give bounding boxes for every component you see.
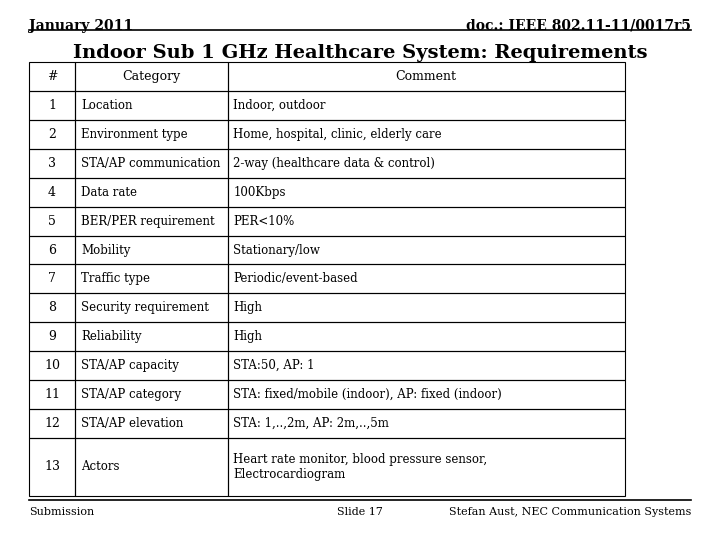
Bar <box>75 293 228 322</box>
Text: Traffic type: Traffic type <box>81 272 150 286</box>
Text: 13: 13 <box>44 460 60 474</box>
Text: January 2011: January 2011 <box>29 19 133 33</box>
Text: 1: 1 <box>48 99 56 112</box>
Text: 12: 12 <box>44 417 60 430</box>
Bar <box>29 438 75 496</box>
Bar <box>29 351 75 380</box>
Text: STA: fixed/mobile (indoor), AP: fixed (indoor): STA: fixed/mobile (indoor), AP: fixed (i… <box>233 388 502 401</box>
Bar <box>75 265 228 293</box>
Bar <box>75 438 228 496</box>
Bar <box>228 207 625 235</box>
Bar <box>228 293 625 322</box>
Text: BER/PER requirement: BER/PER requirement <box>81 214 215 227</box>
Text: 9: 9 <box>48 330 56 343</box>
Text: 10: 10 <box>44 359 60 372</box>
Text: STA/AP capacity: STA/AP capacity <box>81 359 179 372</box>
Text: Stefan Aust, NEC Communication Systems: Stefan Aust, NEC Communication Systems <box>449 507 691 517</box>
Bar <box>75 120 228 149</box>
Bar <box>29 293 75 322</box>
Text: 11: 11 <box>44 388 60 401</box>
Bar <box>29 91 75 120</box>
Text: Stationary/low: Stationary/low <box>233 244 320 256</box>
Text: Security requirement: Security requirement <box>81 301 209 314</box>
Text: Slide 17: Slide 17 <box>337 507 383 517</box>
Text: STA:50, AP: 1: STA:50, AP: 1 <box>233 359 315 372</box>
Text: Home, hospital, clinic, elderly care: Home, hospital, clinic, elderly care <box>233 128 442 141</box>
Text: STA/AP category: STA/AP category <box>81 388 181 401</box>
Bar <box>75 91 228 120</box>
Bar <box>228 322 625 351</box>
Text: Comment: Comment <box>396 70 456 83</box>
Text: 2: 2 <box>48 128 56 141</box>
Bar <box>228 235 625 265</box>
Bar <box>228 178 625 207</box>
Bar <box>228 351 625 380</box>
Bar <box>75 207 228 235</box>
Text: Heart rate monitor, blood pressure sensor,
Electrocardiogram: Heart rate monitor, blood pressure senso… <box>233 453 487 481</box>
Bar <box>75 351 228 380</box>
Text: Submission: Submission <box>29 507 94 517</box>
Text: Reliability: Reliability <box>81 330 141 343</box>
Bar <box>75 178 228 207</box>
Text: 100Kbps: 100Kbps <box>233 186 286 199</box>
Text: 4: 4 <box>48 186 56 199</box>
Bar <box>228 380 625 409</box>
Bar <box>228 438 625 496</box>
Bar <box>75 380 228 409</box>
Text: High: High <box>233 330 262 343</box>
Bar <box>29 322 75 351</box>
Bar <box>75 62 228 91</box>
Text: 2-way (healthcare data & control): 2-way (healthcare data & control) <box>233 157 435 170</box>
Bar <box>228 265 625 293</box>
Text: Periodic/event-based: Periodic/event-based <box>233 272 358 286</box>
Text: Indoor Sub 1 GHz Healthcare System: Requirements: Indoor Sub 1 GHz Healthcare System: Requ… <box>73 44 647 62</box>
Text: Data rate: Data rate <box>81 186 137 199</box>
Bar <box>75 409 228 438</box>
Text: 6: 6 <box>48 244 56 256</box>
Bar <box>29 265 75 293</box>
Text: STA: 1,..,2m, AP: 2m,..,5m: STA: 1,..,2m, AP: 2m,..,5m <box>233 417 389 430</box>
Text: 3: 3 <box>48 157 56 170</box>
Text: Mobility: Mobility <box>81 244 130 256</box>
Bar <box>29 178 75 207</box>
Bar <box>29 409 75 438</box>
Text: High: High <box>233 301 262 314</box>
Bar <box>75 322 228 351</box>
Bar <box>228 91 625 120</box>
Bar <box>29 62 75 91</box>
Text: 7: 7 <box>48 272 56 286</box>
Text: Location: Location <box>81 99 132 112</box>
Bar <box>29 235 75 265</box>
Text: Indoor, outdoor: Indoor, outdoor <box>233 99 325 112</box>
Bar <box>75 149 228 178</box>
Text: STA/AP elevation: STA/AP elevation <box>81 417 184 430</box>
Bar <box>228 409 625 438</box>
Text: Actors: Actors <box>81 460 120 474</box>
Text: 8: 8 <box>48 301 56 314</box>
Bar <box>228 62 625 91</box>
Text: 5: 5 <box>48 214 56 227</box>
Bar <box>29 207 75 235</box>
Bar <box>228 120 625 149</box>
Text: PER<10%: PER<10% <box>233 214 294 227</box>
Text: STA/AP communication: STA/AP communication <box>81 157 220 170</box>
Bar <box>29 120 75 149</box>
Text: doc.: IEEE 802.11-11/0017r5: doc.: IEEE 802.11-11/0017r5 <box>467 19 691 33</box>
Text: #: # <box>47 70 57 83</box>
Bar <box>75 235 228 265</box>
Text: Category: Category <box>122 70 181 83</box>
Bar <box>29 149 75 178</box>
Bar <box>29 380 75 409</box>
Text: Environment type: Environment type <box>81 128 187 141</box>
Bar <box>228 149 625 178</box>
